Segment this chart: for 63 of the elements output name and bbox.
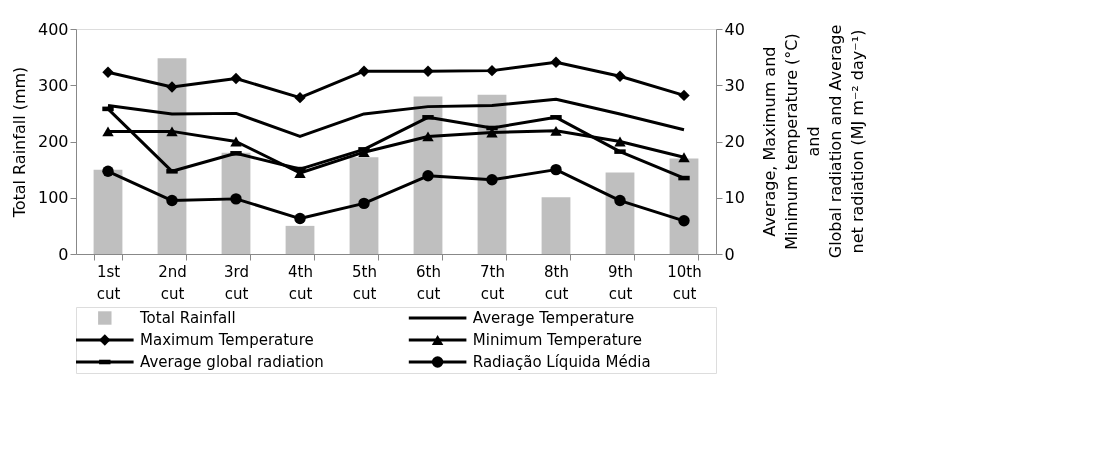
bar (349, 157, 379, 254)
point (230, 72, 242, 85)
point (294, 212, 306, 225)
y2-tick-label: 40 (724, 19, 745, 39)
point (230, 193, 242, 205)
x-tick-label: 1st cut (96, 262, 121, 303)
legend-label: Total Rainfall (139, 309, 236, 327)
point (166, 194, 178, 207)
point (422, 170, 434, 182)
point (614, 136, 626, 147)
legend-label: Average Temperature (472, 309, 635, 327)
y-axis-title: Total Rainfall (mm) (9, 66, 29, 219)
bar (669, 158, 699, 254)
y-tick-label: 100 (37, 188, 69, 208)
x-tick-label: 5th cut (352, 262, 377, 303)
x-tick-label: 9th cut (608, 262, 633, 303)
point (550, 56, 562, 68)
point (486, 64, 498, 77)
x-tick-label: 7th cut (480, 262, 505, 303)
point (166, 81, 178, 93)
point (678, 89, 690, 102)
y2-axis-title: Average, Maximum and Minimum temperature (°C) and Global radiation and Average net radiation (MJ m⁻² day⁻¹) (759, 24, 867, 259)
bar (605, 172, 635, 254)
legend-label: Maximum Temperature (140, 331, 314, 349)
x-tick-label: 3rd cut (224, 262, 249, 303)
bar (413, 96, 443, 254)
x-tick-label: 8th cut (544, 262, 569, 303)
bar (93, 169, 123, 254)
point (102, 66, 114, 79)
x-tick-label: 4th cut (288, 262, 313, 303)
point (614, 194, 626, 207)
point (486, 174, 498, 186)
x-tick-label: 6th cut (416, 262, 441, 303)
y2-tick-label: 30 (724, 75, 745, 95)
point (678, 215, 690, 227)
point (614, 70, 626, 82)
y2-tick-label: 20 (724, 132, 745, 151)
y-tick-label: 300 (37, 75, 69, 95)
point (422, 65, 434, 77)
point (102, 126, 114, 137)
point (230, 136, 242, 147)
legend-label: Radiação Líquida Média (472, 353, 651, 371)
point (358, 65, 370, 77)
y-tick-label: 400 (37, 19, 69, 39)
point (422, 131, 434, 142)
bar (285, 225, 315, 254)
y2-tick-label: 10 (724, 188, 745, 208)
x-tick-label: 10th cut (667, 262, 702, 303)
point (358, 197, 370, 210)
x-tick-label: 2nd cut (158, 262, 187, 303)
point (294, 91, 306, 104)
y2-tick-label: 0 (724, 244, 735, 264)
y-tick-label: 0 (58, 244, 69, 264)
point (166, 126, 178, 137)
legend-label: Minimum Temperature (472, 331, 643, 349)
point (678, 152, 690, 163)
bar (221, 152, 251, 254)
point (550, 163, 562, 176)
y-tick-label: 200 (37, 132, 69, 151)
legend-label: Average global radiation (140, 353, 324, 371)
point (102, 165, 114, 177)
point (550, 125, 562, 136)
bar (541, 197, 571, 254)
